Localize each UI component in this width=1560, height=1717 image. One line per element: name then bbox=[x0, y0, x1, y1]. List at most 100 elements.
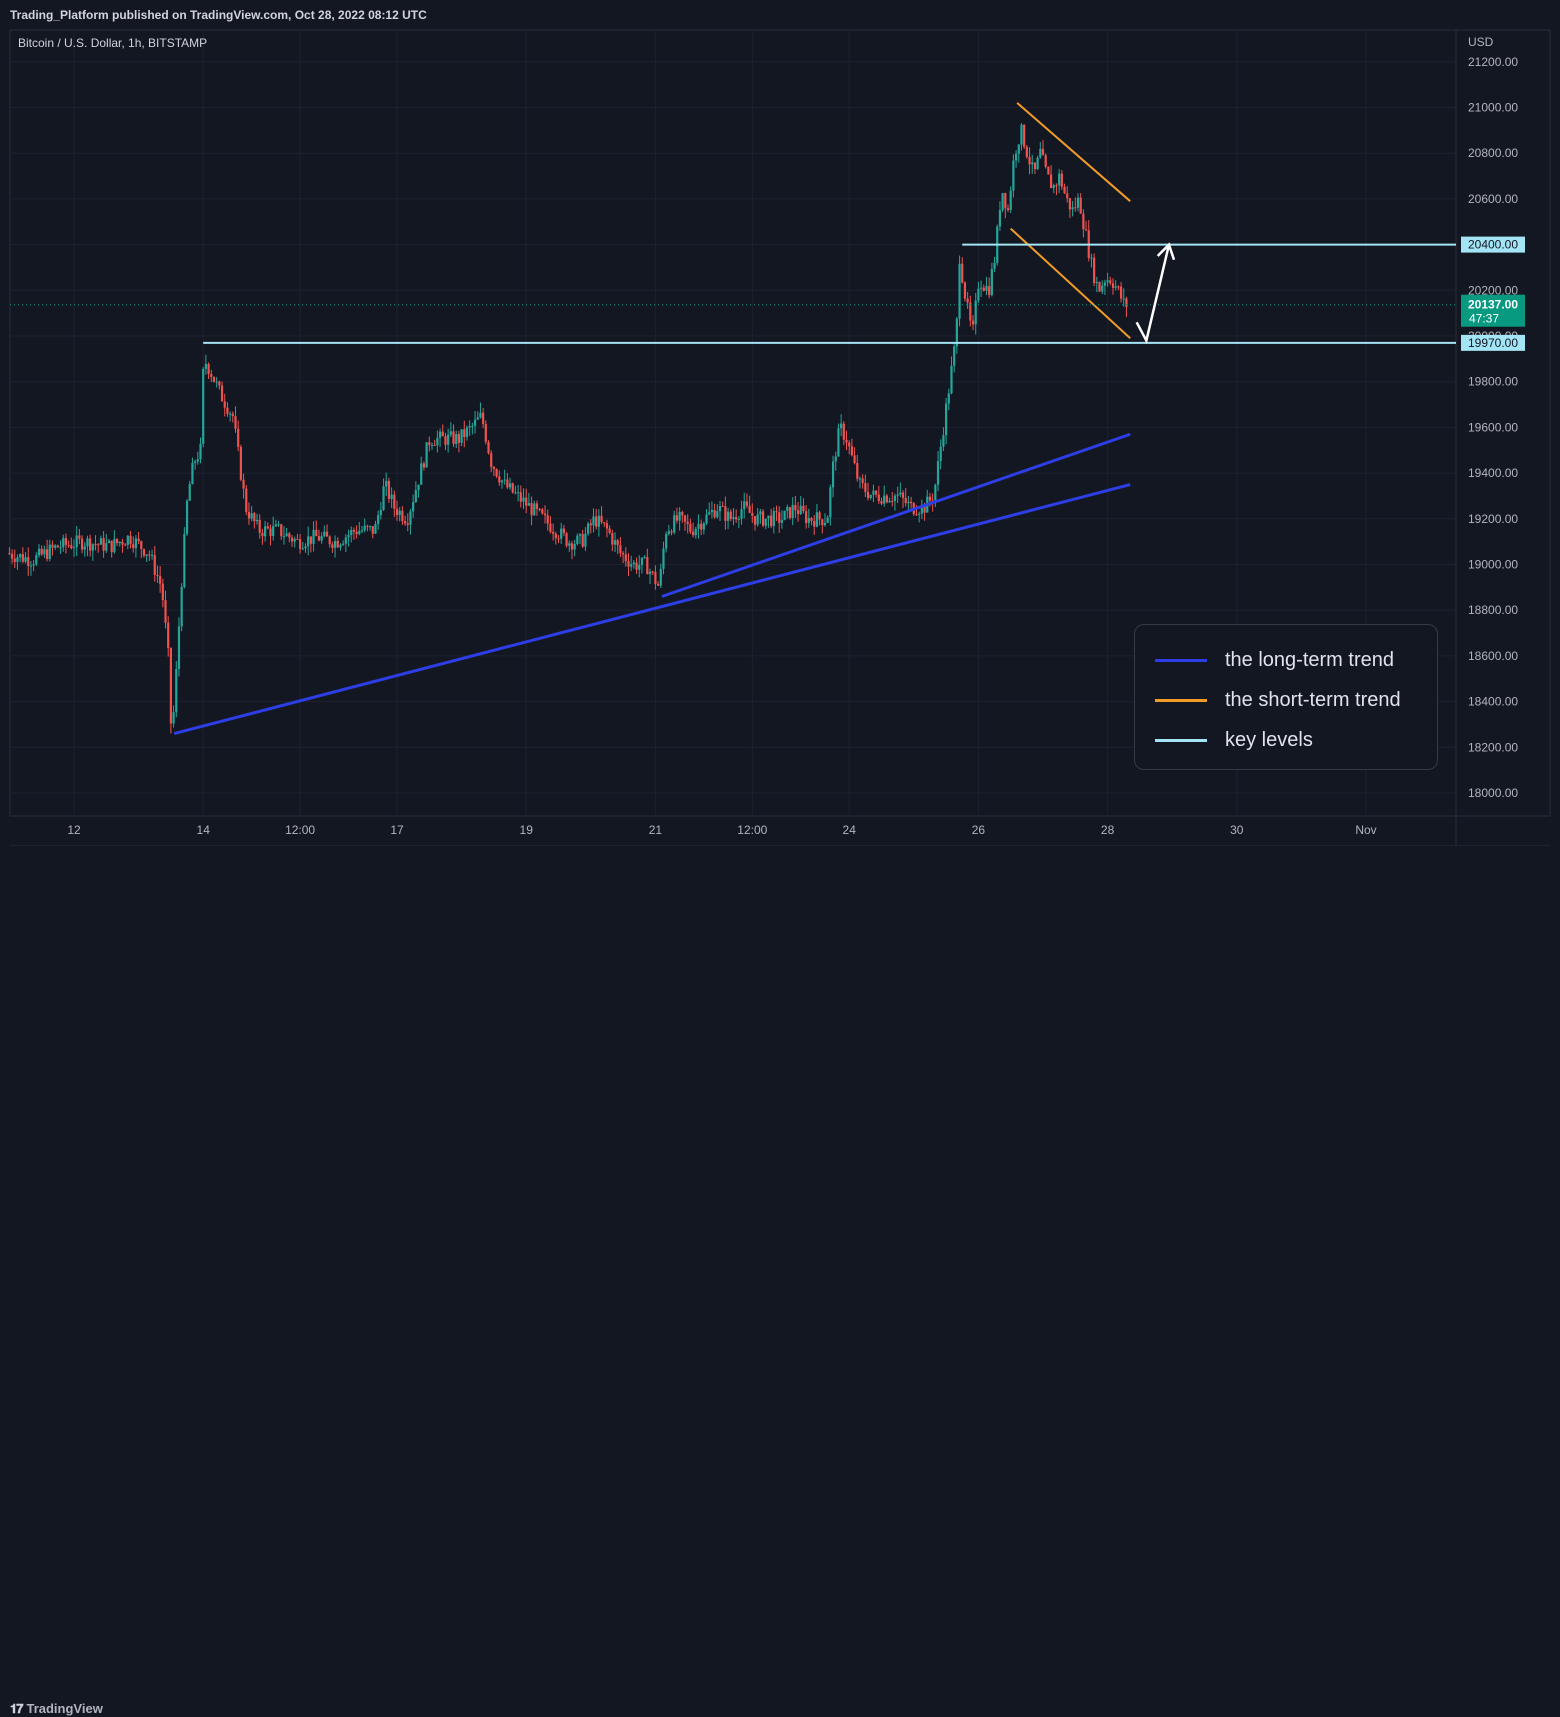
candle bbox=[366, 525, 369, 527]
candle bbox=[420, 463, 423, 485]
candle bbox=[845, 439, 848, 443]
price-chart[interactable]: 18000.00 18200.00 18400.00 18600.00 18800.00… bbox=[0, 0, 1560, 882]
candle bbox=[511, 483, 514, 493]
candle bbox=[51, 544, 54, 548]
candle bbox=[436, 437, 439, 446]
candle bbox=[1044, 155, 1047, 167]
candle bbox=[118, 541, 121, 544]
candle bbox=[226, 407, 229, 414]
candle bbox=[140, 541, 143, 550]
candle bbox=[853, 455, 856, 464]
candle bbox=[10, 553, 14, 559]
candle bbox=[654, 571, 657, 585]
candle bbox=[191, 462, 194, 485]
candle bbox=[761, 511, 765, 526]
candle bbox=[350, 530, 353, 535]
candle bbox=[282, 536, 286, 538]
price-tick-label: 20200.00 bbox=[1468, 283, 1518, 297]
time-tick-label: 30 bbox=[1230, 823, 1244, 837]
candle bbox=[794, 504, 797, 511]
candle bbox=[726, 511, 730, 521]
long-term-trend-line[interactable] bbox=[661, 432, 1131, 598]
candle bbox=[315, 529, 318, 537]
candle bbox=[288, 533, 291, 538]
short-term-trend-line[interactable] bbox=[1010, 227, 1131, 340]
candle bbox=[463, 429, 466, 438]
candle bbox=[401, 510, 404, 522]
candle bbox=[323, 531, 326, 537]
price-tick-label: 21200.00 bbox=[1468, 55, 1518, 69]
candle bbox=[875, 490, 878, 495]
candle bbox=[1125, 298, 1128, 307]
price-tick-label: 18800.00 bbox=[1468, 603, 1518, 617]
candle bbox=[856, 463, 859, 479]
candle bbox=[344, 537, 347, 544]
candle bbox=[697, 523, 700, 529]
candle bbox=[691, 531, 695, 536]
candle bbox=[506, 479, 509, 488]
candle bbox=[533, 503, 536, 516]
candle bbox=[710, 510, 714, 513]
long-term-trend-line[interactable] bbox=[173, 483, 1131, 736]
candle bbox=[185, 500, 189, 534]
candle bbox=[37, 548, 41, 556]
candle bbox=[592, 516, 595, 526]
candle bbox=[503, 479, 506, 481]
candle bbox=[161, 583, 164, 601]
candle bbox=[587, 523, 590, 534]
candle bbox=[748, 505, 751, 513]
candle bbox=[196, 459, 199, 462]
candle bbox=[826, 517, 829, 523]
candle bbox=[538, 508, 541, 510]
candle bbox=[145, 554, 148, 556]
candle bbox=[589, 523, 592, 526]
candle bbox=[840, 423, 843, 429]
candle bbox=[630, 564, 633, 567]
candle bbox=[648, 571, 652, 575]
candle bbox=[433, 444, 436, 446]
short-term-trend-line[interactable] bbox=[1016, 102, 1131, 202]
candle bbox=[490, 453, 493, 467]
price-tick-label: 18000.00 bbox=[1468, 786, 1518, 800]
current-price-tag bbox=[1461, 294, 1525, 327]
candle bbox=[414, 489, 417, 503]
candle bbox=[156, 574, 159, 576]
candle bbox=[444, 436, 447, 445]
candle bbox=[788, 507, 792, 518]
tradingview-brand[interactable]: 𝟏𝟕 TradingView bbox=[10, 1701, 103, 1717]
candle bbox=[584, 533, 587, 547]
candle bbox=[974, 300, 977, 325]
candle bbox=[425, 442, 428, 468]
candle bbox=[1012, 160, 1015, 191]
candle bbox=[988, 286, 991, 296]
candle bbox=[791, 504, 794, 518]
candle bbox=[1068, 198, 1072, 210]
candle bbox=[64, 538, 68, 545]
candle bbox=[624, 554, 627, 562]
candle bbox=[1095, 282, 1098, 284]
candle bbox=[977, 288, 980, 301]
candle bbox=[412, 502, 415, 512]
candle bbox=[121, 541, 124, 545]
candle bbox=[355, 531, 358, 535]
candle bbox=[656, 584, 660, 586]
candle bbox=[985, 286, 988, 291]
candle bbox=[597, 515, 600, 527]
candle bbox=[891, 500, 894, 502]
candle bbox=[522, 497, 525, 502]
candle bbox=[953, 346, 956, 366]
candle bbox=[939, 446, 942, 462]
legend-swatch-short-term bbox=[1155, 698, 1207, 702]
candle bbox=[45, 549, 49, 559]
projection-arrow[interactable] bbox=[1135, 244, 1171, 345]
candle bbox=[971, 320, 975, 325]
candle bbox=[347, 534, 350, 538]
candle bbox=[767, 515, 770, 519]
candle bbox=[772, 511, 775, 527]
candle bbox=[1017, 144, 1020, 154]
candle bbox=[982, 287, 985, 291]
candle bbox=[880, 501, 883, 504]
candle bbox=[309, 536, 312, 544]
candle bbox=[646, 556, 649, 575]
candle bbox=[627, 561, 630, 567]
